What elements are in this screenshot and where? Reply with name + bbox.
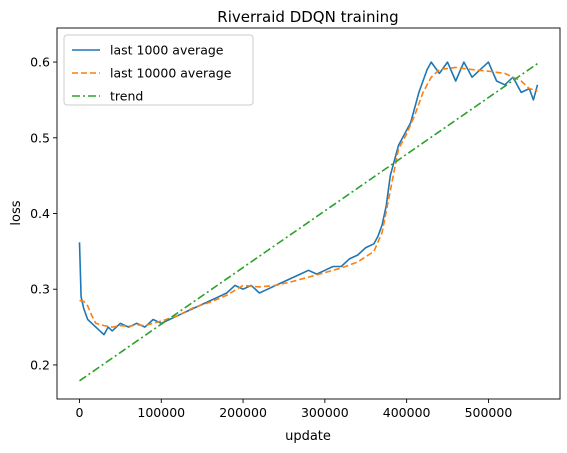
series-line-3 xyxy=(79,62,538,382)
x-tick-label: 400000 xyxy=(383,405,431,420)
x-tick-label: 500000 xyxy=(465,405,513,420)
y-tick-label: 0.3 xyxy=(30,282,50,297)
y-tick-label: 0.4 xyxy=(30,206,50,221)
x-tick-label: 300000 xyxy=(301,405,349,420)
y-tick-label: 0.6 xyxy=(30,55,50,70)
x-axis: 0 100000 200000 300000 400000 500000 xyxy=(76,399,513,420)
plot-frame xyxy=(56,27,561,400)
series-line-2 xyxy=(79,66,538,328)
y-tick-label: 0.5 xyxy=(30,130,50,145)
legend-label-1: last 1000 average xyxy=(110,43,224,58)
y-axis-title: loss xyxy=(9,200,24,225)
legend-label-3: trend xyxy=(110,89,143,104)
y-axis: 0.2 0.3 0.4 0.5 0.6 xyxy=(30,55,57,372)
x-axis-title: update xyxy=(285,429,331,444)
y-tick-label: 0.2 xyxy=(30,357,50,372)
plot-area xyxy=(78,61,539,382)
x-tick-label: 200000 xyxy=(219,405,267,420)
x-tick-label: 100000 xyxy=(137,405,185,420)
legend-label-2: last 10000 average xyxy=(110,66,232,81)
chart-title: Riverraid DDQN training xyxy=(217,8,398,26)
legend: last 1000 average last 10000 average trend xyxy=(63,34,254,106)
x-tick-label: 0 xyxy=(76,405,84,420)
legend-box xyxy=(63,34,254,106)
